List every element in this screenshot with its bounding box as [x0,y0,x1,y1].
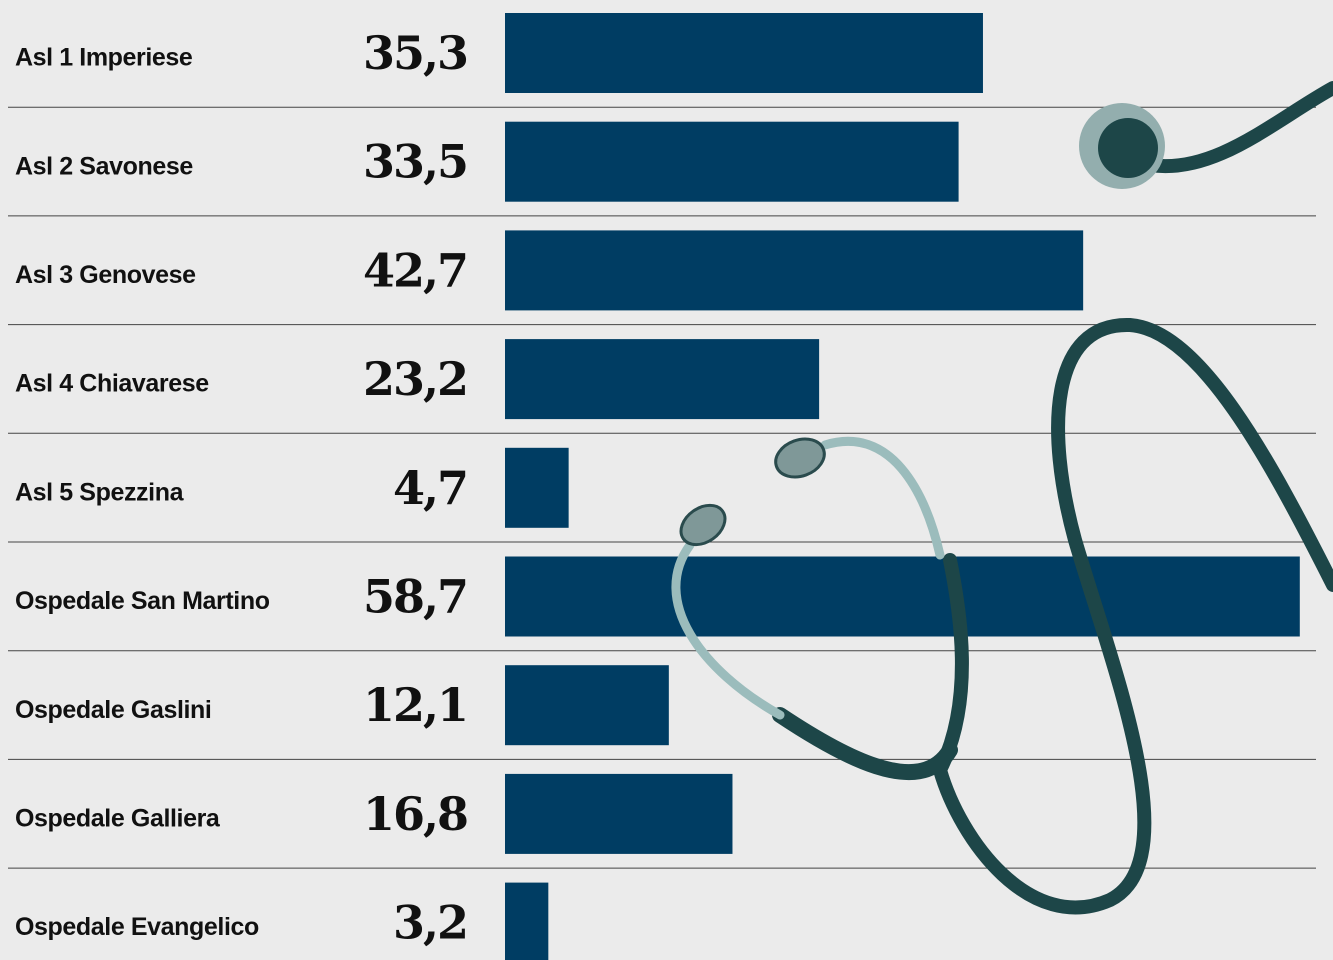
value-label: 16,8 [363,787,467,841]
value-label: 42,7 [363,243,467,297]
bar [505,230,1083,310]
value-label: 33,5 [363,135,467,189]
value-label: 23,2 [363,352,467,406]
category-label: Asl 5 Spezzina [15,478,185,506]
category-label: Asl 4 Chiavarese [15,370,209,398]
chart: Asl 1 Imperiese 35,3 Asl 2 Savonese 33,5 Asl… [0,0,1333,960]
category-label: Asl 1 Imperiese [15,44,193,72]
bar [505,13,983,93]
value-label: 12,1 [363,678,467,732]
category-label: Ospedale Evangelico [15,913,259,941]
category-label: Ospedale Gaslini [15,696,211,724]
value-label: 4,7 [393,461,467,515]
chest-piece-center [1098,118,1158,178]
bar [505,448,569,528]
category-label: Asl 2 Savonese [15,152,193,180]
category-label: Ospedale San Martino [15,587,270,615]
value-label: 35,3 [363,26,467,80]
category-label: Ospedale Galliera [15,805,221,833]
bar [505,665,669,745]
value-label: 58,7 [363,570,467,624]
bar [505,883,548,960]
bar [505,774,732,854]
bar [505,557,1300,637]
value-label: 3,2 [393,896,467,950]
bar [505,339,819,419]
page: Asl 1 Imperiese 35,3 Asl 2 Savonese 33,5 Asl… [0,0,1333,960]
bar [505,122,959,202]
category-label: Asl 3 Genovese [15,261,196,289]
